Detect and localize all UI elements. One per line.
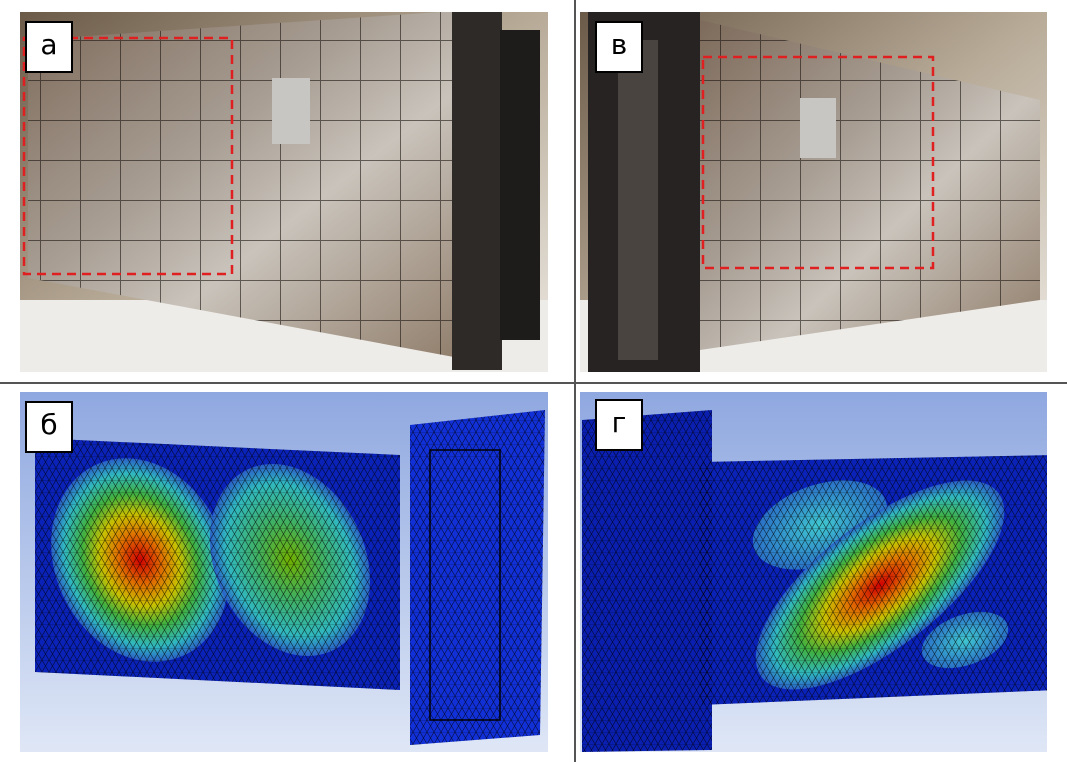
photo-a (20, 10, 548, 372)
fem-g (580, 392, 1055, 752)
panel-label: г (596, 400, 642, 450)
label-text: в (611, 28, 628, 61)
page: а в б г (() => { const data = JSON.parse… (0, 0, 1067, 762)
photo-v (580, 12, 1047, 372)
label-text: г (612, 406, 627, 439)
panel-label: б (26, 402, 72, 452)
figure: а в б г (0, 0, 1067, 762)
panel-label: а (26, 22, 72, 72)
label-text: б (40, 408, 57, 441)
label-text: а (40, 28, 57, 61)
panel-label: в (596, 22, 642, 72)
fem-b (19, 392, 548, 752)
